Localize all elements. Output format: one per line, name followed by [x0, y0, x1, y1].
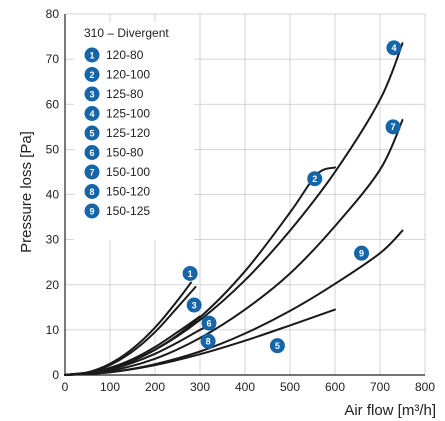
legend-label-3: 125-80 — [106, 87, 144, 101]
svg-text:8: 8 — [89, 187, 94, 197]
svg-text:3: 3 — [89, 89, 94, 99]
legend-label-6: 150-80 — [106, 146, 144, 160]
x-tick-label: 300 — [190, 380, 210, 394]
svg-text:4: 4 — [391, 43, 396, 53]
svg-text:7: 7 — [89, 167, 94, 177]
x-tick-label: 600 — [325, 380, 345, 394]
svg-text:9: 9 — [89, 206, 94, 216]
legend-label-1: 120-80 — [106, 48, 144, 62]
legend-title: 310 – Divergent — [84, 26, 169, 40]
series-marker-7: 7 — [385, 119, 401, 135]
svg-text:7: 7 — [391, 122, 396, 132]
svg-text:2: 2 — [89, 70, 94, 80]
legend-marker-3: 3 — [84, 86, 100, 102]
legend-marker-1: 1 — [84, 47, 100, 63]
svg-text:9: 9 — [359, 248, 364, 258]
y-tick-label: 30 — [46, 233, 60, 247]
svg-text:6: 6 — [89, 148, 94, 158]
x-tick-label: 0 — [62, 380, 69, 394]
legend-marker-2: 2 — [84, 67, 100, 82]
series-marker-9: 9 — [354, 245, 370, 261]
svg-text:2: 2 — [312, 174, 317, 184]
series-markers: 1 2 3 4 5 6 7 8 9 — [182, 40, 402, 354]
y-tick-label: 80 — [46, 7, 60, 21]
axes: 0 100 200 300 400 500 600 700 800 0 10 20 30 40 50 60 70… — [46, 7, 436, 394]
y-axis-title: Pressure loss [Pa] — [18, 131, 35, 253]
legend-marker-4: 4 — [84, 106, 100, 121]
svg-text:8: 8 — [206, 336, 211, 346]
legend: 310 – Divergent 1 120-80 2 120-100 3 125-80 4 1… — [74, 22, 194, 240]
y-tick-label: 60 — [46, 97, 60, 111]
series-marker-2: 2 — [307, 171, 323, 187]
svg-text:5: 5 — [275, 341, 280, 351]
x-tick-label: 400 — [235, 380, 255, 394]
legend-label-5: 125-120 — [106, 126, 150, 140]
legend-label-2: 120-100 — [106, 68, 150, 82]
series-line-4 — [64, 42, 404, 376]
series-marker-5: 5 — [269, 338, 285, 354]
legend-label-9: 150-125 — [106, 204, 150, 218]
svg-text:1: 1 — [89, 50, 94, 60]
y-tick-label: 40 — [46, 188, 60, 202]
svg-text:5: 5 — [89, 128, 94, 138]
series-marker-6: 6 — [201, 315, 217, 331]
svg-text:1: 1 — [188, 269, 193, 279]
x-axis-title: Air flow [m³/h] — [344, 402, 436, 419]
series-line-9 — [64, 229, 404, 376]
series-marker-1: 1 — [182, 265, 198, 281]
legend-marker-9: 9 — [84, 203, 100, 219]
series-marker-3: 3 — [186, 297, 202, 313]
y-tick-label: 20 — [46, 278, 60, 292]
legend-label-4: 125-100 — [106, 107, 150, 121]
series-line-7 — [64, 119, 404, 376]
x-tick-label: 500 — [280, 380, 300, 394]
legend-marker-7: 7 — [84, 164, 100, 180]
y-tick-label: 50 — [46, 142, 60, 156]
x-tick-label: 100 — [100, 380, 120, 394]
x-tick-label: 200 — [145, 380, 165, 394]
legend-label-7: 150-100 — [106, 165, 150, 179]
svg-text:3: 3 — [192, 300, 197, 310]
legend-marker-5: 5 — [84, 125, 100, 141]
y-tick-label: 10 — [46, 323, 60, 337]
x-tick-label: 800 — [415, 380, 435, 394]
svg-text:4: 4 — [89, 109, 94, 119]
y-tick-label: 70 — [46, 52, 60, 66]
series-marker-4: 4 — [386, 40, 402, 56]
svg-text:6: 6 — [206, 318, 211, 328]
legend-label-8: 150-120 — [106, 185, 150, 199]
legend-marker-8: 8 — [84, 184, 100, 199]
legend-marker-6: 6 — [84, 145, 100, 160]
series-lines — [64, 42, 404, 376]
x-tick-label: 700 — [370, 380, 390, 394]
y-tick-label: 0 — [52, 368, 59, 382]
series-marker-8: 8 — [200, 333, 216, 349]
